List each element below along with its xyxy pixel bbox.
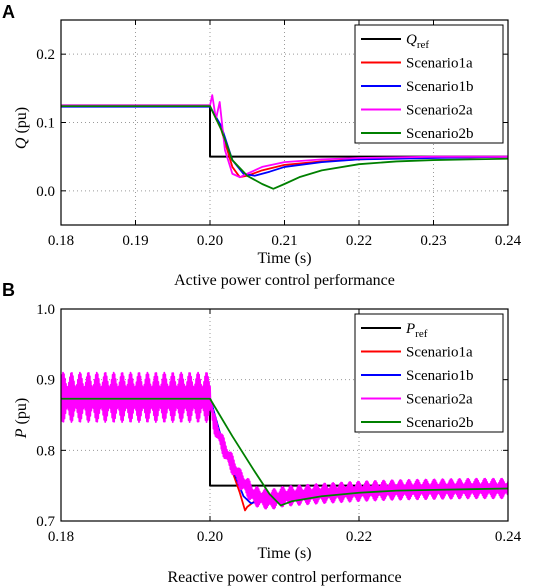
plot-frame: [60, 19, 509, 226]
y-axis-title: Q (pu): [13, 107, 30, 149]
series-group: [61, 371, 508, 512]
y-tick-label: 1.0: [36, 302, 55, 318]
legend-label-scenario1b: Scenario1b: [406, 79, 473, 95]
legend-label-scenario2a: Scenario2a: [406, 103, 473, 119]
series-line-scenario2b: [61, 105, 508, 190]
x-tick-label: 0.22: [346, 233, 372, 249]
panel-caption: Reactive power control performance: [167, 569, 401, 586]
y-axis-title: P (pu): [13, 398, 30, 439]
chart-panel-a: A 0.18 0.19 0.20 0.21 0.22 0.23 0.24 0.0 0.1 0.2 Qr…: [2, 2, 522, 289]
y-tick-label: 0.0: [36, 184, 55, 200]
panel-letter: B: [2, 280, 15, 300]
series-group: [61, 94, 508, 190]
x-tick-label: 0.18: [48, 529, 74, 545]
legend-label-scenario1a: Scenario1a: [406, 56, 473, 72]
panel-letter: A: [2, 2, 15, 22]
legend-label-scenario2b: Scenario2b: [406, 126, 473, 142]
x-tick-label: 0.24: [495, 529, 522, 545]
y-tick-label: 0.2: [36, 47, 55, 63]
x-tick-label: 0.19: [122, 233, 148, 249]
legend-label-scenario2b: Scenario2b: [406, 415, 473, 431]
panel-caption: Active power control performance: [174, 272, 395, 289]
series-line-scenario2a: [61, 94, 508, 179]
x-tick-label: 0.24: [495, 233, 522, 249]
x-axis-title: Time (s): [257, 250, 311, 267]
series-line-scenario2a: [61, 371, 508, 510]
legend-label-scenario1b: Scenario1b: [406, 368, 473, 384]
x-tick-label: 0.23: [420, 233, 446, 249]
x-tick-label: 0.22: [346, 529, 372, 545]
chart-panel-b: B 0.18 0.20 0.22 0.24 0.7 0.8 0.9 1.0 Pref Scenari…: [2, 280, 522, 586]
legend-label-ref: Pref: [405, 321, 428, 340]
legend-box: [354, 313, 504, 433]
y-tick-label: 0.8: [36, 443, 55, 459]
x-tick-label: 0.20: [197, 233, 223, 249]
y-tick-label: 0.1: [36, 116, 55, 132]
legend-label-scenario1a: Scenario1a: [406, 345, 473, 361]
plot-frame: [60, 308, 509, 522]
x-axis-title: Time (s): [257, 545, 311, 562]
x-tick-label: 0.18: [48, 233, 74, 249]
legend-label-scenario2a: Scenario2a: [406, 392, 473, 408]
y-tick-label: 0.7: [36, 514, 55, 530]
legend-label-ref: Qref: [406, 32, 429, 51]
series-line-scenario2b: [61, 397, 508, 507]
y-tick-label: 0.9: [36, 373, 55, 389]
legend-box: [354, 24, 504, 144]
x-tick-label: 0.20: [197, 529, 223, 545]
x-tick-label: 0.21: [271, 233, 297, 249]
